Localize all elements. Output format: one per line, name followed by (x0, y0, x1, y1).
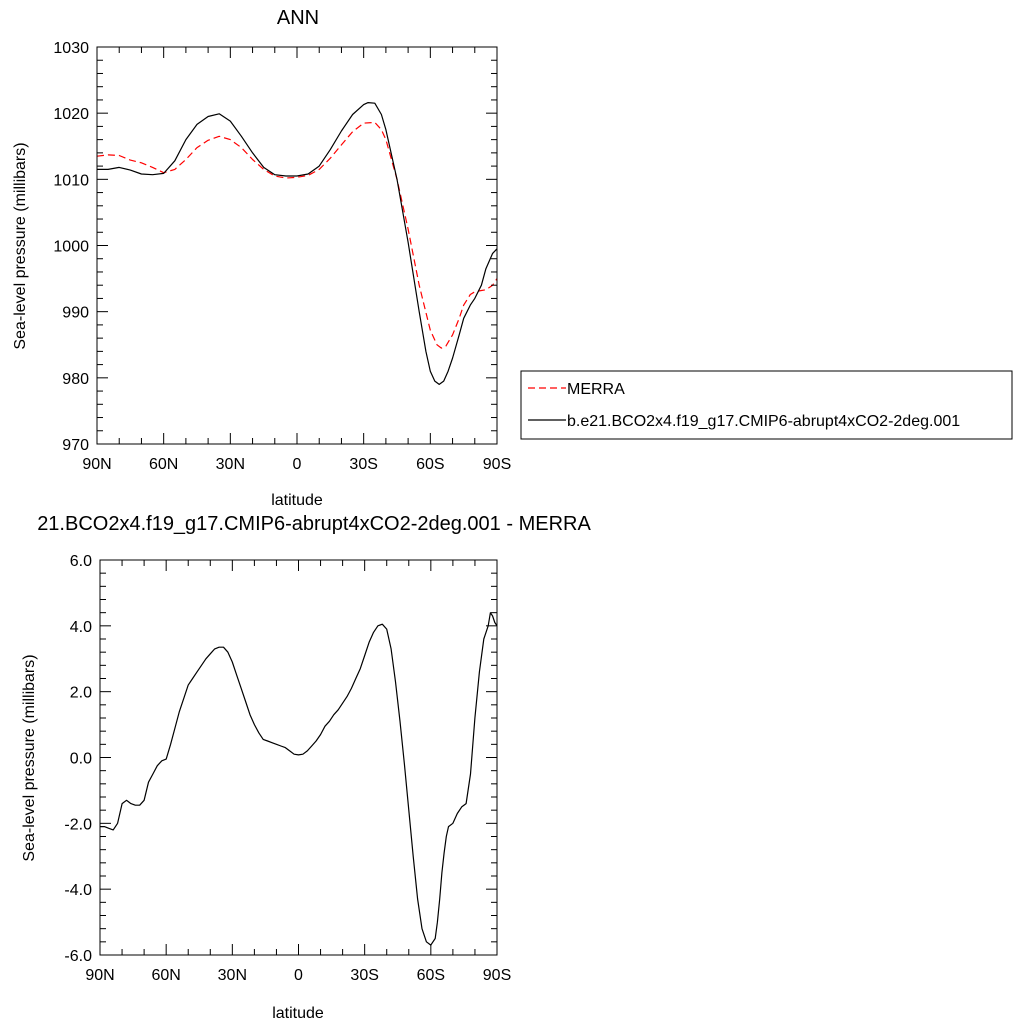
legend-box (520, 370, 1013, 440)
panel-bottom-y-tick-label: -6.0 (64, 948, 92, 965)
panel-top-x-tick-label: 30S (349, 456, 377, 473)
panel-bottom-x-tick-label: 30S (350, 967, 378, 984)
panel-bottom-y-tick-label: -2.0 (64, 816, 92, 833)
panel-bottom-x-tick-label: 60S (417, 967, 445, 984)
panel-bottom-y-tick-label: 6.0 (70, 553, 92, 570)
panel-top-x-tick-label: 90S (483, 456, 511, 473)
panel-top-series (96, 101, 498, 385)
panel-bottom-x-ticks: 90N 60N 30N 0 30S 60S 90S (85, 560, 511, 984)
legend: MERRA b.e21.BCO2x4.f19_g17.CMIP6-abrupt4… (520, 370, 1013, 440)
panel-top-y-ticks: 970 980 990 1000 1010 1020 1030 (53, 40, 497, 454)
panel-bottom-series (100, 612, 498, 946)
panel-bottom-x-tick-label: 90N (85, 967, 114, 984)
panel-top-y-tick-label: 1030 (53, 40, 89, 57)
panel-bottom-y-tick-label: 4.0 (70, 619, 92, 636)
panel-bottom-series-line-0 (100, 612, 498, 946)
panel-top-y-tick-label: 1020 (53, 106, 89, 123)
panel-bottom-frame (99, 559, 498, 956)
legend-merra-label: MERRA (567, 381, 625, 398)
panel-bottom-title: 21.BCO2x4.f19_g17.CMIP6-abrupt4xCO2-2deg… (37, 513, 591, 535)
panel-bottom: 21.BCO2x4.f19_g17.CMIP6-abrupt4xCO2-2deg… (21, 513, 591, 1022)
panel-bottom-y-tick-label: -4.0 (64, 882, 92, 899)
panel-bottom-x-tick-label: 0 (294, 967, 303, 984)
panel-top-y-tick-label: 980 (62, 371, 89, 388)
panel-top-y-axis-label: Sea-level pressure (millibars) (12, 142, 29, 349)
panel-top-y-tick-label: 1000 (53, 239, 89, 256)
panel-top: ANN 90N 60N 30N 0 30S 60S 90S 970 980 990 1000 101… (12, 7, 511, 509)
panel-bottom-y-tick-label: 2.0 (70, 685, 92, 702)
panel-bottom-x-tick-label: 30N (218, 967, 247, 984)
panel-top-series-line-1 (97, 101, 498, 385)
panel-top-x-tick-label: 0 (293, 456, 302, 473)
panel-bottom-y-axis-label: Sea-level pressure (millibars) (21, 654, 38, 861)
panel-top-frame (96, 46, 498, 445)
panel-bottom-y-tick-label: 0.0 (70, 751, 92, 768)
panel-top-series-line-0 (96, 121, 498, 349)
panel-top-y-tick-label: 1010 (53, 172, 89, 189)
panel-top-x-tick-label: 90N (82, 456, 111, 473)
panel-top-y-tick-label: 990 (62, 305, 89, 322)
panel-top-title: ANN (277, 7, 319, 29)
panel-top-x-tick-label: 30N (216, 456, 245, 473)
panel-top-x-tick-label: 60S (416, 456, 444, 473)
panel-bottom-y-ticks: -6.0 -4.0 -2.0 0.0 2.0 4.0 6.0 (64, 553, 497, 965)
panel-bottom-x-tick-label: 90S (483, 967, 511, 984)
panel-top-x-axis-label: latitude (271, 492, 323, 509)
panel-bottom-x-axis-label: latitude (272, 1005, 324, 1022)
legend-model-label: b.e21.BCO2x4.f19_g17.CMIP6-abrupt4xCO2-2… (567, 413, 960, 430)
panel-top-x-tick-label: 60N (149, 456, 178, 473)
panel-top-x-ticks: 90N 60N 30N 0 30S 60S 90S (82, 47, 511, 473)
panel-bottom-x-tick-label: 60N (151, 967, 180, 984)
panel-top-y-tick-label: 970 (62, 437, 89, 454)
